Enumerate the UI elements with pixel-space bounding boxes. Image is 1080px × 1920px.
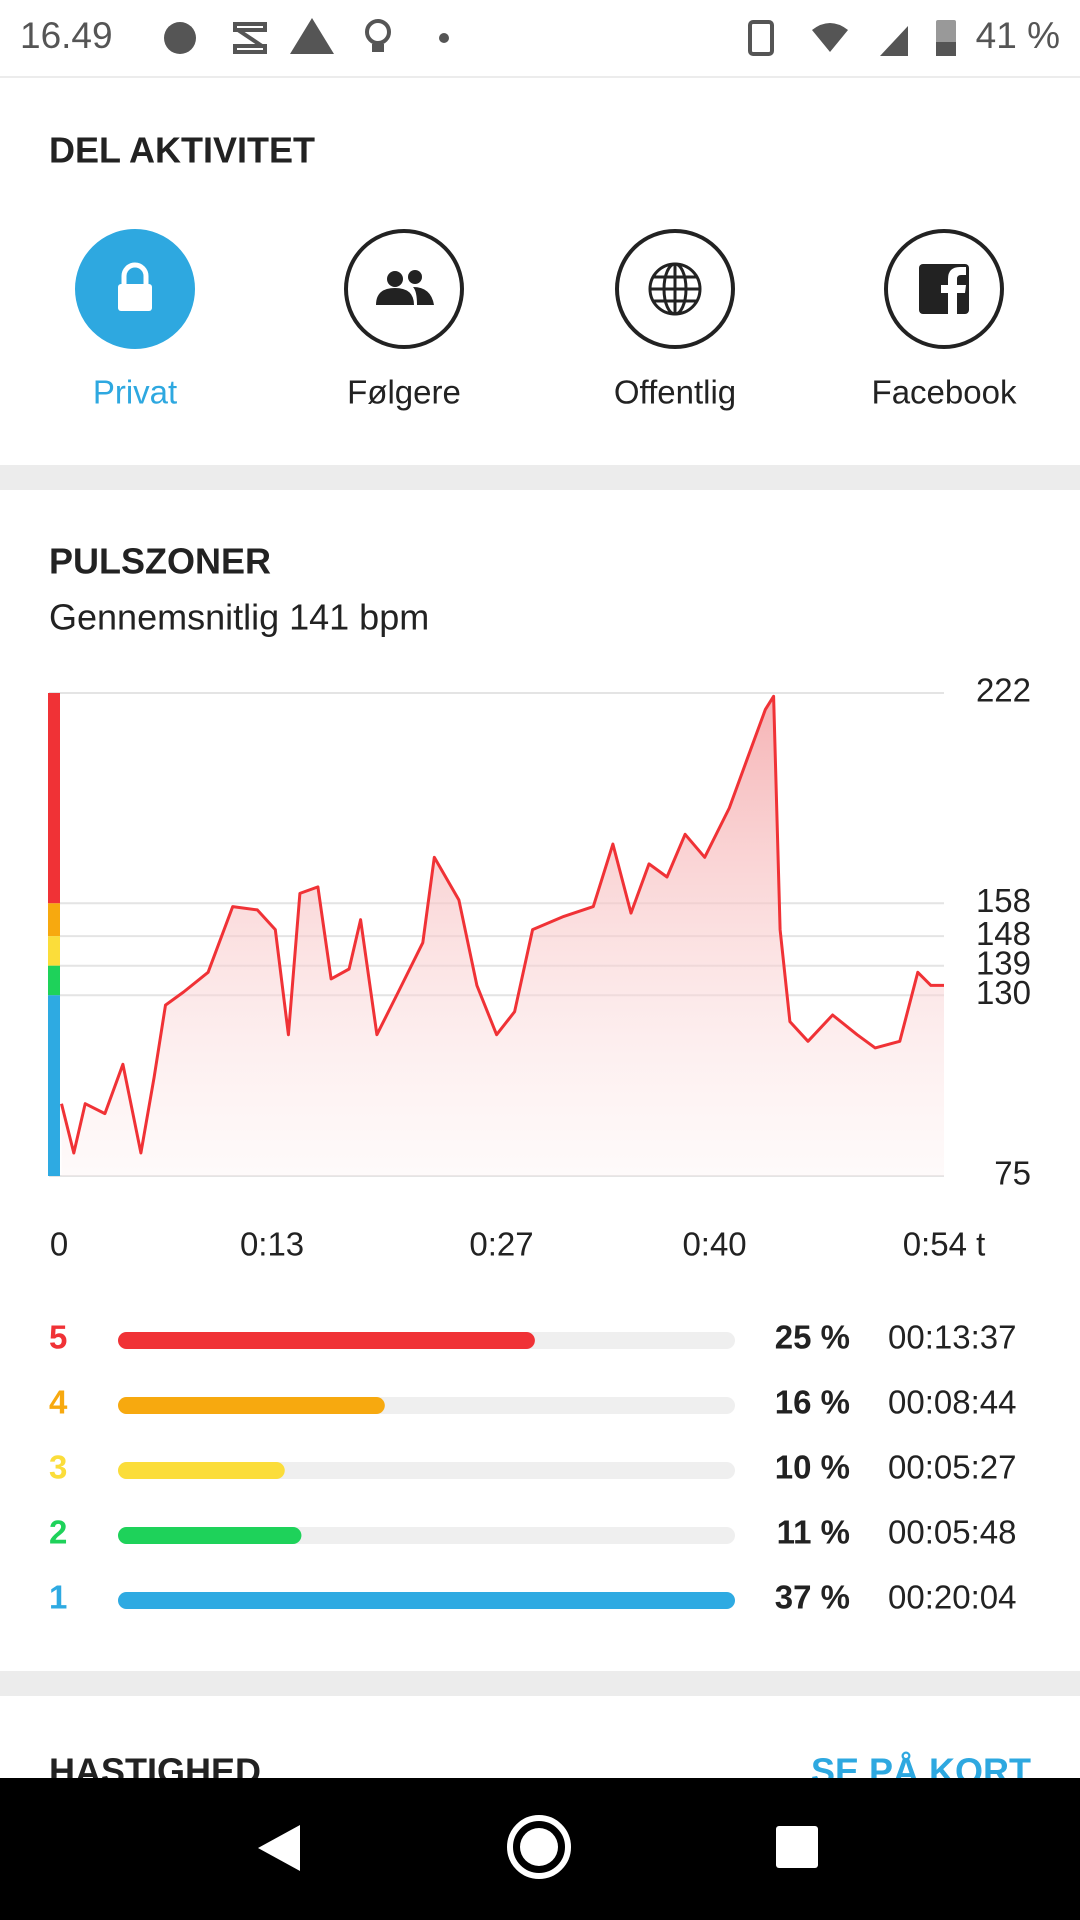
zone-percent: 25 % <box>775 1319 850 1356</box>
share-option-label[interactable]: Facebook <box>872 374 1017 411</box>
back-button[interactable] <box>258 1825 300 1871</box>
x-tick-label: 0:13 <box>240 1226 304 1263</box>
section-title: PULSZONER <box>49 541 271 582</box>
zone-percent: 37 % <box>775 1579 850 1616</box>
share-option-label[interactable]: Følgere <box>347 374 461 411</box>
zone-duration: 00:13:37 <box>888 1319 1016 1356</box>
home-button[interactable] <box>507 1815 571 1879</box>
zone-strip <box>48 995 60 1176</box>
zone-strip <box>48 936 60 966</box>
zone-strip <box>48 965 60 996</box>
zone-duration: 00:20:04 <box>888 1579 1016 1616</box>
home-button-dot <box>520 1828 558 1866</box>
zone-bar <box>118 1462 285 1479</box>
battery-level: 41 % <box>976 15 1060 56</box>
zone-strip <box>48 903 60 937</box>
zone-bar <box>118 1592 735 1609</box>
status-bar <box>0 0 1080 76</box>
share-options: Privat Følgere Offentlig Facebook <box>75 229 1017 411</box>
x-tick-label: 0 <box>50 1226 68 1263</box>
y-tick-label: 158 <box>976 882 1031 919</box>
heart-rate-line <box>60 694 944 1155</box>
share-option-button[interactable] <box>344 229 464 349</box>
zone-duration: 00:05:27 <box>888 1449 1016 1486</box>
zone-percent: 16 % <box>775 1384 850 1421</box>
zone-duration: 00:08:44 <box>888 1384 1016 1421</box>
y-tick-label: 222 <box>976 672 1031 709</box>
y-tick-label: 75 <box>994 1155 1031 1192</box>
share-option-label[interactable]: Offentlig <box>614 374 736 411</box>
zone-bar <box>118 1332 535 1349</box>
x-tick-label: 0:54 t <box>903 1226 986 1263</box>
x-tick-label: 0:40 <box>682 1226 746 1263</box>
zone-list: 5 25 % 00:13:37 4 16 % 00:08:44 3 10 % 00:05:27 2… <box>49 1319 1016 1616</box>
clock: 16.49 <box>20 15 113 56</box>
status-icons <box>164 18 956 56</box>
heart-rate-area <box>61 696 945 1176</box>
zone-bar <box>118 1397 385 1414</box>
people-icon <box>376 287 434 305</box>
share-option-label[interactable]: Privat <box>93 374 177 411</box>
people-icon <box>408 270 422 284</box>
lock-icon <box>121 262 149 285</box>
zone-name: 4 <box>49 1384 68 1421</box>
section-subtitle: Gennemsnitlig 141 bpm <box>49 597 429 638</box>
zone-bar <box>118 1527 302 1544</box>
x-tick-label: 0:27 <box>469 1226 533 1263</box>
y-tick-label: 148 <box>976 915 1031 952</box>
y-tick-label: 130 <box>976 974 1031 1011</box>
zone-name: 1 <box>49 1579 67 1616</box>
zone-name: 3 <box>49 1449 67 1486</box>
globe-icon <box>650 264 700 314</box>
zone-percent: 10 % <box>775 1449 850 1486</box>
lock-icon <box>118 284 152 311</box>
people-icon <box>387 271 403 287</box>
zone-strip <box>48 693 60 904</box>
zone-percent: 11 % <box>777 1514 850 1551</box>
recents-button[interactable] <box>776 1826 818 1868</box>
zone-name: 2 <box>49 1514 67 1551</box>
zone-duration: 00:05:48 <box>888 1514 1016 1551</box>
y-tick-label: 139 <box>976 944 1031 981</box>
zone-name: 5 <box>49 1319 67 1356</box>
section-title: DEL AKTIVITET <box>49 130 315 171</box>
facebook-icon <box>941 267 966 314</box>
